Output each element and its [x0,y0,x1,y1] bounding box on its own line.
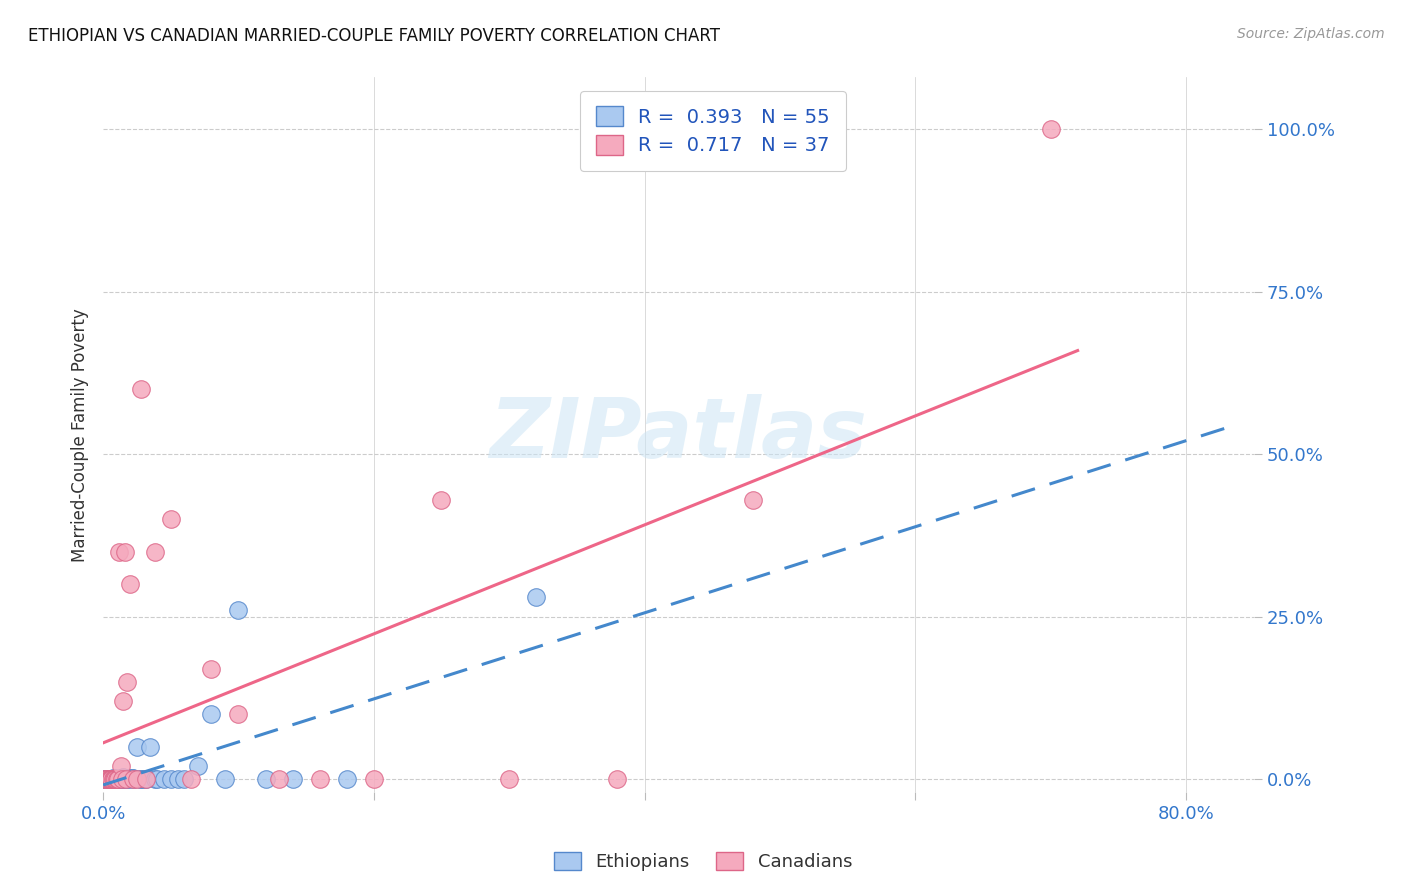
Point [100,772,122,787]
Text: ETHIOPIAN VS CANADIAN MARRIED-COUPLE FAMILY POVERTY CORRELATION CHART: ETHIOPIAN VS CANADIAN MARRIED-COUPLE FAM… [28,27,720,45]
Point [111,772,134,786]
Point [281,772,304,786]
Point [228,707,250,722]
Point [115,772,138,786]
Point [107,772,129,787]
Point [101,771,124,785]
Point [94,772,117,786]
Point [606,772,628,786]
Point [125,739,148,754]
Y-axis label: Married-Couple Family Poverty: Married-Couple Family Poverty [72,308,89,562]
Text: Source: ZipAtlas.com: Source: ZipAtlas.com [1237,27,1385,41]
Point [430,492,453,507]
Point [267,772,290,786]
Point [105,772,128,787]
Point [112,694,135,708]
Point [524,591,547,605]
Point [108,545,131,559]
Point [166,772,188,786]
Point [363,772,385,786]
Point [135,772,157,786]
Point [308,772,330,786]
Point [118,771,141,785]
Point [105,772,128,786]
Point [214,772,236,787]
Point [93,772,115,787]
Point [100,772,122,786]
Legend: Ethiopians, Canadians: Ethiopians, Canadians [547,845,859,879]
Point [114,772,136,787]
Point [173,772,195,787]
Point [110,772,132,787]
Point [110,771,132,785]
Point [741,492,763,507]
Point [120,577,142,591]
Point [129,383,152,397]
Point [96,772,118,787]
Point [200,707,222,722]
Point [115,772,138,786]
Point [122,772,145,786]
Point [135,772,157,787]
Point [104,772,127,786]
Point [117,674,139,689]
Point [104,772,127,786]
Point [103,772,125,787]
Point [143,545,166,559]
Point [111,772,134,786]
Text: ZIPatlas: ZIPatlas [489,394,868,475]
Point [187,759,209,773]
Point [143,772,166,787]
Point [128,772,150,787]
Point [254,772,277,787]
Point [159,772,181,786]
Point [200,662,222,676]
Point [104,771,127,785]
Point [94,772,117,787]
Point [107,772,129,786]
Point [97,772,120,786]
Point [114,545,136,559]
Point [498,772,520,786]
Point [180,772,202,786]
Point [101,772,124,786]
Point [122,771,145,785]
Point [336,772,359,787]
Point [98,772,121,787]
Point [110,759,132,773]
Point [101,772,124,786]
Point [1039,122,1062,136]
Point [98,772,121,786]
Point [121,771,143,785]
Point [132,772,155,786]
Point [159,512,181,526]
Point [108,772,131,786]
Point [120,772,142,786]
Point [105,772,128,786]
Point [139,739,162,754]
Point [129,772,152,786]
Point [117,772,139,786]
Point [122,772,145,786]
Point [103,772,125,786]
Point [96,772,118,786]
Point [107,772,129,787]
Point [125,772,148,786]
Point [112,770,135,784]
Point [103,772,125,786]
Point [94,772,117,786]
Point [100,772,122,786]
Point [97,772,120,786]
Point [112,772,135,786]
Point [96,772,118,787]
Point [93,772,115,787]
Point [100,772,122,787]
Point [228,603,250,617]
Legend: R =  0.393   N = 55, R =  0.717   N = 37: R = 0.393 N = 55, R = 0.717 N = 37 [581,91,845,170]
Point [98,772,121,787]
Point [97,772,120,787]
Point [146,772,169,786]
Point [153,772,176,786]
